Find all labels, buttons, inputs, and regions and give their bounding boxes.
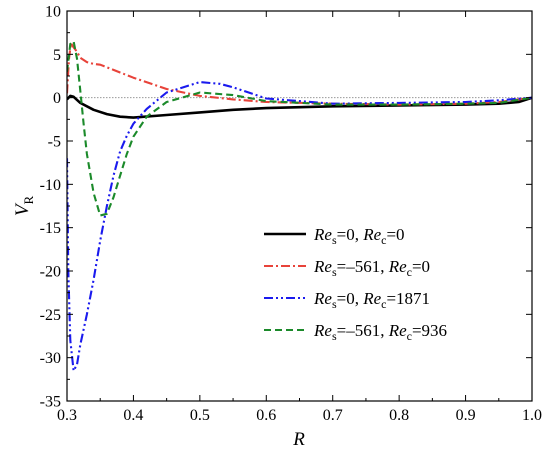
x-axis-title: R bbox=[292, 429, 305, 450]
y-tick-label: -25 bbox=[40, 307, 61, 324]
y-tick-label: 10 bbox=[45, 4, 61, 21]
legend-label-part: s bbox=[332, 329, 337, 343]
legend-label-part: =1871 bbox=[386, 289, 430, 308]
x-tick-label: 0.7 bbox=[323, 407, 343, 424]
y-tick-label: -5 bbox=[48, 134, 61, 151]
legend-label: Res=–561, Rec=936 bbox=[313, 321, 447, 343]
legend-label-part: Re bbox=[362, 289, 381, 308]
y-tick-label: 5 bbox=[53, 47, 61, 64]
legend-label-part: Re bbox=[313, 321, 332, 340]
y-axis-title-main: V bbox=[12, 202, 33, 216]
y-tick-label: -15 bbox=[40, 220, 61, 237]
legend-label: Res=0, Rec=1871 bbox=[313, 289, 430, 311]
x-tick-label: 0.6 bbox=[256, 407, 276, 424]
x-tick-label: 0.5 bbox=[190, 407, 210, 424]
legend-label-part: Re bbox=[313, 257, 332, 276]
legend-label: Res=0, Rec=0 bbox=[313, 225, 405, 247]
y-axis-title-subscript: R bbox=[21, 196, 36, 205]
legend-label-part: =936 bbox=[412, 321, 447, 340]
legend-label-part: =–561, bbox=[337, 257, 389, 276]
legend-label-part: s bbox=[332, 297, 337, 311]
y-axis-title: VR bbox=[12, 196, 36, 217]
series-layer bbox=[67, 40, 532, 372]
legend-label-part: =0 bbox=[386, 225, 404, 244]
legend-label-part: Re bbox=[388, 321, 407, 340]
legend-label-part: =0, bbox=[337, 225, 364, 244]
y-tick-label: -10 bbox=[40, 177, 61, 194]
legend-label-part: c bbox=[407, 265, 412, 279]
legend-label-part: c bbox=[381, 297, 386, 311]
y-tick-label: -30 bbox=[40, 350, 61, 367]
legend-label-part: c bbox=[381, 233, 386, 247]
series-line-4 bbox=[67, 40, 532, 217]
legend-label-part: =–561, bbox=[337, 321, 389, 340]
legend-label-part: Re bbox=[313, 289, 332, 308]
legend-label-part: =0, bbox=[337, 289, 364, 308]
series-line-3 bbox=[67, 81, 532, 372]
x-tick-label: 0.3 bbox=[57, 407, 77, 424]
y-tick-label: 0 bbox=[53, 90, 61, 107]
legend-label-part: Re bbox=[313, 225, 332, 244]
legend-label-part: c bbox=[407, 329, 412, 343]
legend-label-part: s bbox=[332, 233, 337, 247]
x-tick-label: 0.8 bbox=[389, 407, 409, 424]
legend-label-part: s bbox=[332, 265, 337, 279]
x-tick-label: 0.9 bbox=[456, 407, 476, 424]
legend-label-part: Re bbox=[388, 257, 407, 276]
plot-area bbox=[67, 40, 532, 372]
y-tick-label: -20 bbox=[40, 264, 61, 281]
legend-label-part: Re bbox=[362, 225, 381, 244]
x-tick-label: 0.4 bbox=[123, 407, 143, 424]
legend-label: Res=–561, Rec=0 bbox=[313, 257, 430, 279]
ticks-layer: 0.3 0.4 0.5 0.6 0.7 0.8 0.9 1.0 10 5 0 -5 -10 -15 -20 -… bbox=[40, 4, 542, 425]
legend-label-part: =0 bbox=[412, 257, 430, 276]
y-tick-label: -35 bbox=[40, 394, 61, 411]
x-tick-label: 1.0 bbox=[522, 407, 542, 424]
